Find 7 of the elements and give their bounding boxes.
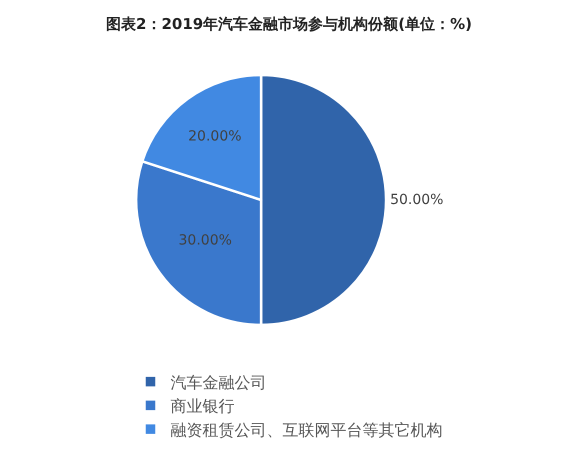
chart-title: 图表2：2019年汽车金融市场参与机构份额(单位：%) (106, 14, 472, 33)
legend-label: 汽车金融公司 (170, 372, 266, 392)
data-label: 20.00% (188, 128, 242, 144)
legend-label: 商业银行 (170, 396, 234, 416)
legend-label: 融资租赁公司、互联网平台等其它机构 (170, 420, 442, 440)
data-label: 50.00% (390, 192, 444, 208)
data-label: 30.00% (178, 232, 232, 249)
